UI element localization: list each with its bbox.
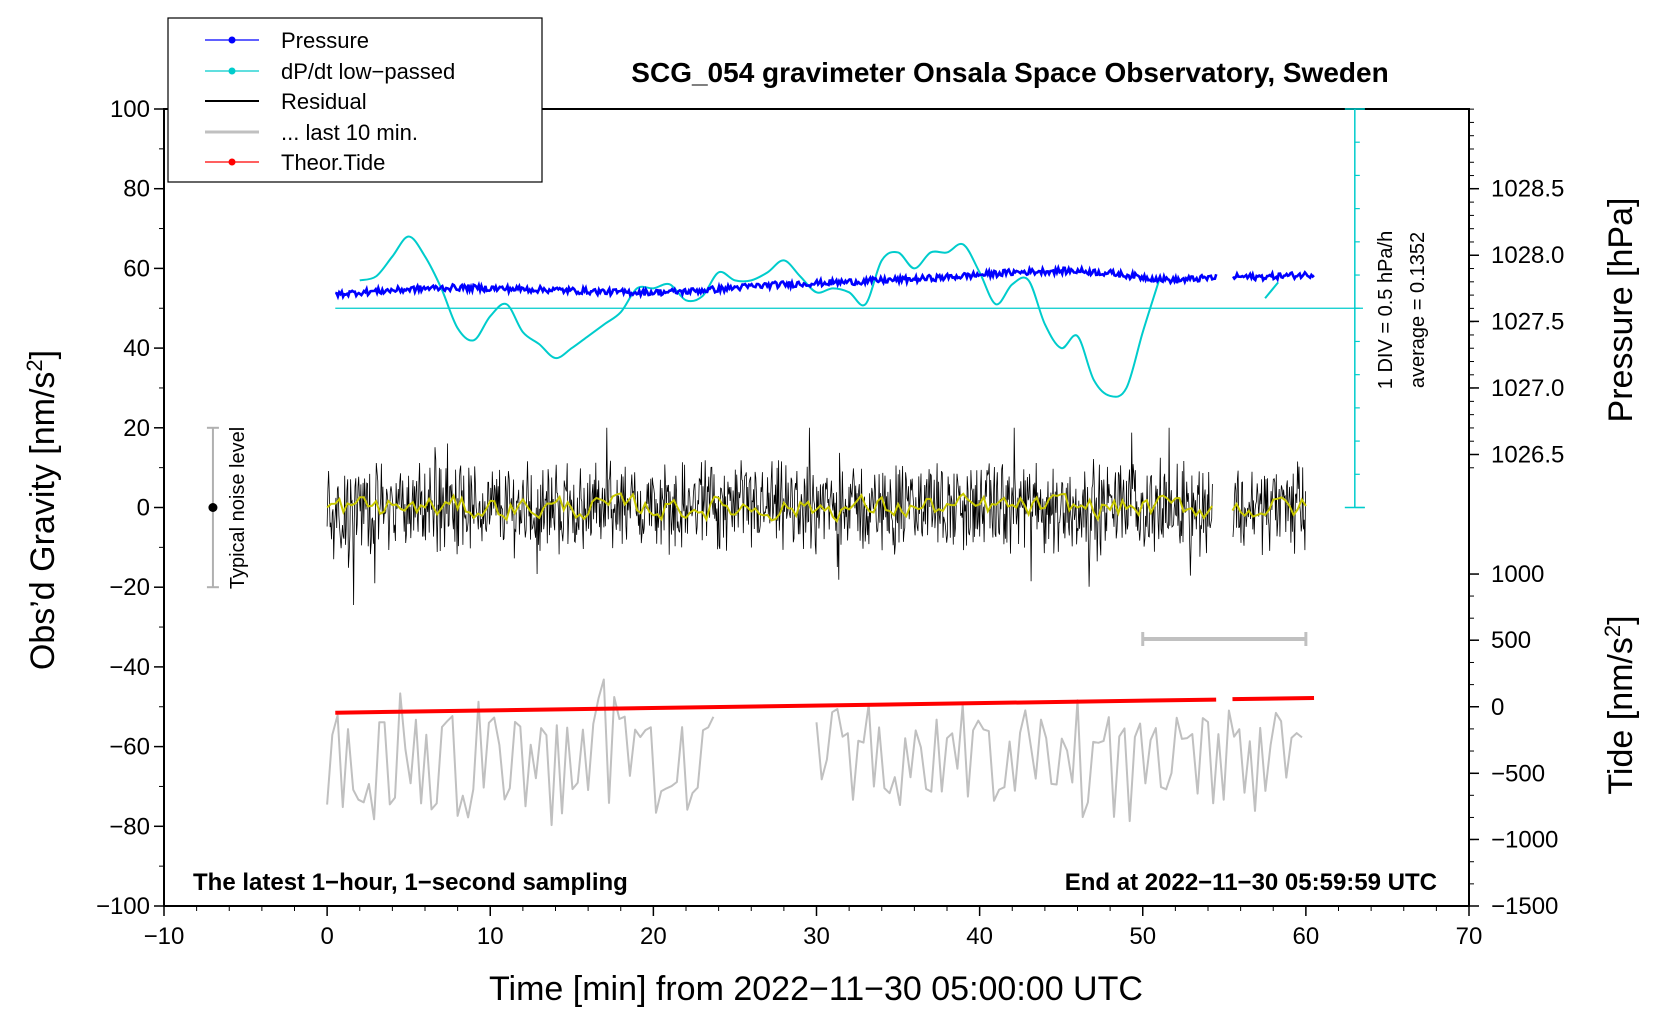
y-tick-label: −80	[109, 813, 150, 840]
pressure-tick-label: 1028.5	[1491, 176, 1564, 203]
x-axis-title: Time [min] from 2022−11−30 05:00:00 UTC	[489, 970, 1143, 1008]
noise-bar-center-dot	[208, 503, 218, 512]
legend-item-residual: Residual	[205, 89, 367, 114]
residual-smoothed-line	[326, 492, 1307, 524]
typical-noise-label: Typical noise level	[227, 427, 249, 589]
tide-label-sup: 2	[1600, 625, 1625, 637]
pressure-axis-ticks: 1028.5 1028.0 1027.5 1027.0 1026.5	[1469, 108, 1564, 468]
legend-item-dpdt: dP/dt low−passed	[205, 59, 455, 84]
legend-label-dpdt: dP/dt low−passed	[281, 59, 455, 84]
x-tick-label: −10	[144, 923, 185, 950]
left-axis-ticks: 100 80 60 40 20 0 −20 −40 −60 −80 −100	[96, 96, 164, 920]
dpdt-series-line	[359, 235, 1161, 398]
y-left-label-end: ]	[24, 350, 62, 359]
x-tick-label: 20	[640, 923, 667, 950]
tide-tick-label: −500	[1491, 760, 1545, 787]
legend-item-tide: Theor.Tide	[205, 150, 385, 175]
legend-marker-pressure	[228, 36, 236, 44]
last10-series-line	[326, 678, 715, 827]
pressure-tick-label: 1027.0	[1491, 375, 1564, 402]
pressure-tick-label: 1028.0	[1491, 242, 1564, 269]
tide-tick-label: −1500	[1491, 893, 1558, 920]
y-tick-label: 100	[110, 96, 150, 123]
tide-tick-label: −1000	[1491, 826, 1558, 853]
annotation-layer	[206, 426, 1308, 647]
footer-right-note: End at 2022−11−30 05:59:59 UTC	[1065, 869, 1437, 896]
x-tick-label: 30	[803, 923, 830, 950]
tide-axis-ticks: 1000 500 0 −500 −1000 −1500	[1469, 561, 1558, 920]
dpdt-series-line-end	[1264, 281, 1279, 299]
dpdt-average-label: average = 0.1352	[1407, 232, 1429, 388]
footer-left-note: The latest 1−hour, 1−second sampling	[193, 869, 628, 896]
legend-marker-tide	[228, 158, 236, 166]
y-tick-label: −100	[96, 893, 150, 920]
legend-label-tide: Theor.Tide	[281, 150, 385, 175]
tide-label-main: Tide [nm/s	[1602, 637, 1640, 794]
y-tick-label: 20	[123, 415, 150, 442]
x-tick-label: 40	[966, 923, 993, 950]
dpdt-scale-label: 1 DIV = 0.5 hPa/h	[1375, 231, 1397, 389]
series-layer	[326, 108, 1365, 827]
pressure-series-line	[335, 263, 1315, 301]
last10-series-line	[815, 699, 1303, 823]
residual-series-line	[326, 427, 1306, 606]
pressure-tick-label: 1026.5	[1491, 441, 1564, 468]
y-tick-label: −60	[109, 734, 150, 761]
x-tick-label: 70	[1456, 923, 1483, 950]
y-axis-title-tide: Tide [nm/s2]	[1600, 615, 1640, 794]
y-left-label-sup: 2	[22, 359, 47, 371]
tide-tick-label: 0	[1491, 694, 1504, 721]
tide-tick-label: 500	[1491, 627, 1531, 654]
y-tick-label: 0	[137, 495, 150, 522]
x-tick-label: 50	[1129, 923, 1156, 950]
y-axis-title-left: Obs’d Gravity [nm/s2]	[22, 350, 62, 670]
y-tick-label: −20	[109, 574, 150, 601]
y-tick-label: 40	[123, 335, 150, 362]
pressure-tick-label: 1027.5	[1491, 308, 1564, 335]
legend-marker-dpdt	[228, 67, 236, 75]
tide-series-line	[335, 697, 1217, 715]
legend-label-residual: Residual	[281, 89, 367, 114]
x-tick-label: 10	[477, 923, 504, 950]
tide-tick-label: 1000	[1491, 561, 1544, 588]
legend-item-pressure: Pressure	[205, 28, 369, 53]
x-axis-ticks: −10 0 10 20 30 40 50 60 70	[144, 906, 1483, 950]
y-axis-title-pressure: Pressure [hPa]	[1602, 198, 1640, 423]
legend: Pressure dP/dt low−passed Residual ... l…	[167, 17, 543, 183]
x-tick-label: 60	[1293, 923, 1320, 950]
x-tick-label: 0	[320, 923, 333, 950]
y-tick-label: −40	[109, 654, 150, 681]
legend-label-last10: ... last 10 min.	[281, 120, 418, 145]
y-left-label-main: Obs’d Gravity [nm/s	[24, 372, 62, 671]
tide-series-line-end	[1232, 695, 1315, 702]
y-tick-label: 80	[123, 176, 150, 203]
legend-item-last10: ... last 10 min.	[205, 120, 418, 145]
y-tick-label: 60	[123, 255, 150, 282]
chart-title: SCG_054 gravimeter Onsala Space Observat…	[631, 57, 1388, 88]
legend-label-pressure: Pressure	[281, 28, 369, 53]
tide-label-end: ]	[1602, 615, 1640, 624]
